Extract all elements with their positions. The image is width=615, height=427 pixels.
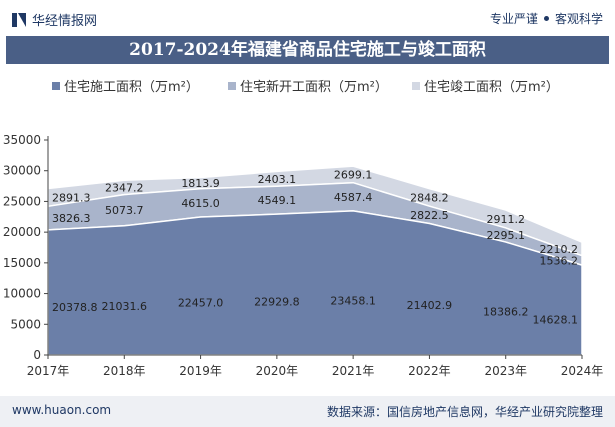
data-label: 2822.5 <box>410 209 449 222</box>
x-tick-label: 2017年 <box>27 364 70 378</box>
tagline: 专业严谨 客观科学 <box>490 10 603 27</box>
y-tick-label: 0 <box>33 348 41 362</box>
legend-swatch-icon <box>412 81 420 90</box>
data-label: 21031.6 <box>102 300 148 313</box>
data-label: 14628.1 <box>533 314 579 327</box>
x-tick-label: 2022年 <box>408 364 451 378</box>
legend-swatch-icon <box>52 81 60 90</box>
data-label: 4615.0 <box>181 197 220 210</box>
data-label: 2848.2 <box>410 191 449 204</box>
chart-title: 2017-2024年福建省商品住宅施工与竣工面积 <box>6 36 609 64</box>
data-label: 3826.3 <box>52 212 91 225</box>
area-chart: 0 5000 10000 15000 20000 25000 30000 35000 2017年… <box>3 133 604 378</box>
legend-item-construction[interactable]: 住宅施工面积（万m²） <box>52 76 199 95</box>
legend-item-new-starts[interactable]: 住宅新开工面积（万m²） <box>228 76 388 95</box>
tagline-left: 专业严谨 <box>489 12 538 26</box>
data-label: 18386.2 <box>483 305 529 318</box>
chart-legend: 住宅施工面积（万m²） 住宅新开工面积（万m²） 住宅竣工面积（万m²） <box>0 76 615 95</box>
y-tick-label: 10000 <box>3 287 41 301</box>
x-tick-label: 2021年 <box>332 364 375 378</box>
y-tick-label: 15000 <box>3 256 41 270</box>
legend-swatch-icon <box>228 81 236 90</box>
brand-logo-icon <box>12 12 26 27</box>
data-label: 2403.1 <box>258 173 297 186</box>
data-label: 2911.2 <box>486 213 525 226</box>
tagline-right: 客观科学 <box>554 12 603 26</box>
data-label: 23458.1 <box>330 295 376 308</box>
legend-label: 住宅竣工面积（万m²） <box>424 80 559 95</box>
data-label: 4549.1 <box>258 194 297 207</box>
legend-label: 住宅施工面积（万m²） <box>64 80 199 95</box>
data-label: 22929.8 <box>254 296 300 309</box>
brand[interactable]: 华经情报网 <box>12 10 97 29</box>
footer: www.huaon.com 数据来源：国信房地产信息网，华经产业研究院整理 <box>0 396 615 427</box>
y-tick-label: 20000 <box>3 225 41 239</box>
data-label: 1536.2 <box>540 254 579 267</box>
legend-label: 住宅新开工面积（万m²） <box>240 80 388 95</box>
legend-item-completed[interactable]: 住宅竣工面积（万m²） <box>412 76 559 95</box>
data-label: 2699.1 <box>334 168 373 181</box>
footer-source: 数据来源：国信房地产信息网，华经产业研究院整理 <box>326 405 603 419</box>
y-tick-label: 35000 <box>3 133 41 147</box>
data-label: 2347.2 <box>105 181 144 194</box>
footer-url[interactable]: www.huaon.com <box>12 403 112 417</box>
y-tick-label: 30000 <box>3 164 41 178</box>
data-label: 2295.1 <box>486 229 525 242</box>
brand-name: 华经情报网 <box>32 14 98 29</box>
data-label: 1813.9 <box>181 177 220 190</box>
x-tick-label: 2018年 <box>103 364 146 378</box>
top-bar: 华经情报网 专业严谨 客观科学 <box>0 0 615 34</box>
data-label: 20378.8 <box>52 301 98 314</box>
data-label: 5073.7 <box>105 204 144 217</box>
data-label: 4587.4 <box>334 191 373 204</box>
data-label: 2210.2 <box>540 243 579 256</box>
x-tick-label: 2020年 <box>256 364 299 378</box>
data-label: 2891.3 <box>52 191 91 204</box>
bullet-icon <box>543 16 549 21</box>
y-tick-label: 5000 <box>10 317 41 331</box>
data-label: 21402.9 <box>407 299 453 312</box>
x-tick-label: 2019年 <box>179 364 222 378</box>
x-tick-label: 2023年 <box>484 364 527 378</box>
y-tick-label: 25000 <box>3 194 41 208</box>
data-label: 22457.0 <box>178 297 224 310</box>
x-tick-label: 2024年 <box>561 364 604 378</box>
